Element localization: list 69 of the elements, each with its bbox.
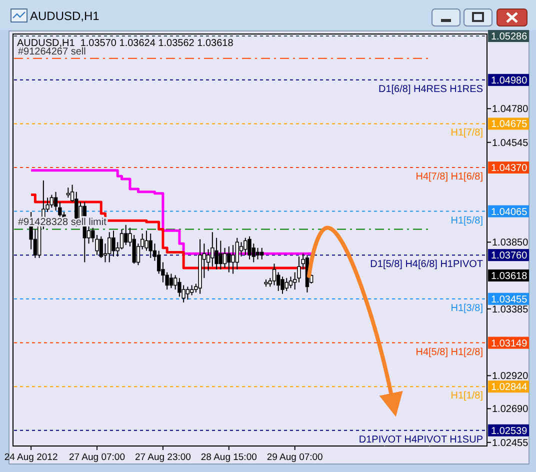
candlestick xyxy=(173,274,178,290)
candlestick xyxy=(112,230,116,258)
ref-line-label: 1.04370 xyxy=(491,163,528,174)
annotation: H1[1/8] xyxy=(450,390,484,402)
x-tick-label: 29 Aug 07:00 xyxy=(266,452,323,463)
annotation: H1[3/8] xyxy=(450,302,484,314)
y-tick-label: 1.04545 xyxy=(492,138,529,149)
candlestick xyxy=(272,263,276,286)
candlestick xyxy=(288,276,293,289)
ref-line-label: 1.03760 xyxy=(491,250,528,262)
x-tick-label: 27 Aug 07:00 xyxy=(69,452,126,463)
candlestick xyxy=(252,243,256,263)
candlestick xyxy=(218,240,223,270)
x-tick-label: 27 Aug 23:00 xyxy=(134,452,191,463)
ref-line-label: 1.03149 xyxy=(491,338,528,350)
x-tick-label: 28 Aug 15:00 xyxy=(200,452,257,463)
candlestick xyxy=(227,246,231,273)
ref-line-label: #91264267 sell xyxy=(18,46,86,58)
candlestick xyxy=(284,278,288,292)
candlestick xyxy=(50,194,54,208)
ref-line-label: 1.02539 xyxy=(491,426,528,437)
y-tick-label: 1.02455 xyxy=(492,438,529,449)
text: 1.03618 xyxy=(491,270,528,282)
candlestick xyxy=(244,237,248,256)
candlestick xyxy=(206,248,210,272)
candlestick xyxy=(148,233,152,258)
annotation: D1[6/8] H4RES H1RES xyxy=(378,84,484,95)
candlestick xyxy=(33,228,38,258)
candlestick xyxy=(231,244,235,274)
annotation: H1[7/8] xyxy=(450,128,484,139)
annotation: H4[5/8] H1[2/8] xyxy=(416,346,484,358)
ref-line-label: 1.02844 xyxy=(491,382,528,394)
candlestick xyxy=(156,250,161,274)
candlestick xyxy=(136,243,140,266)
candlestick xyxy=(222,247,227,268)
ref-line-label: 1.04675 xyxy=(491,119,528,130)
candlestick xyxy=(66,187,70,198)
annotation: H4[7/8] H1[6/8] xyxy=(416,172,484,183)
candlestick xyxy=(248,236,252,260)
candlestick xyxy=(210,232,214,268)
y-tick-label: 1.02690 xyxy=(492,404,529,416)
y-tick-label: 1.02920 xyxy=(492,371,529,382)
ref-line-label: 1.04065 xyxy=(491,206,528,218)
ref-line-label: 1.04980 xyxy=(491,75,528,86)
candlestick xyxy=(169,273,174,289)
candlestick xyxy=(124,224,128,246)
annotation: D1PIVOT H4PIVOT H1SUP xyxy=(358,434,484,446)
ref-line-label: 1.03455 xyxy=(491,294,528,306)
y-tick-label: 1.04780 xyxy=(492,104,529,116)
annotation: D1[5/8] H4[6/8] H1PIVOT xyxy=(370,259,483,270)
candlestick xyxy=(260,247,264,260)
candlestick xyxy=(256,247,260,260)
annotation: H1[5/8] xyxy=(450,215,484,226)
y-tick-label: 1.03385 xyxy=(492,304,529,316)
candlestick xyxy=(54,191,58,212)
y-tick-label: 1.03850 xyxy=(492,238,529,249)
candlestick xyxy=(99,236,103,258)
ref-line-label: 1.05286 xyxy=(491,32,528,43)
chart-title: AUDUSD,H1 xyxy=(30,9,100,23)
candlestick xyxy=(132,234,136,264)
candlestick xyxy=(186,286,190,300)
candlestick xyxy=(144,230,148,252)
candlestick xyxy=(108,232,112,263)
candlestick xyxy=(235,237,239,270)
x-tick-label: 24 Aug 2012 xyxy=(4,452,58,463)
candlestick xyxy=(280,276,284,294)
candlestick xyxy=(276,272,280,292)
candlestick xyxy=(120,228,124,250)
candlestick xyxy=(190,284,194,296)
